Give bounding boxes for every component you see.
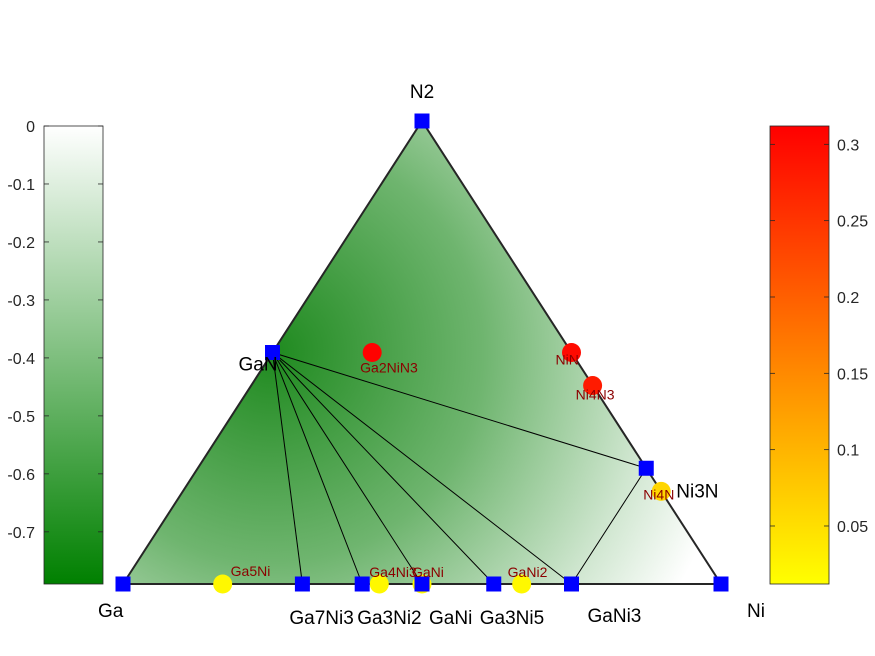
unstable-phase-marker-ga4ni3	[369, 574, 389, 594]
stable-phase-label-ni3n: Ni3N	[676, 481, 718, 502]
stable-phase-label-gani3: GaNi3	[588, 606, 642, 627]
formation-energy-colorbar: 0 -0.1 -0.2 -0.3 -0.4 -0.5 -0.6 -0.7	[7, 119, 104, 585]
left-colorbar-tick-label: -0.2	[7, 235, 35, 252]
stable-phase-label-ga: Ga	[98, 601, 124, 622]
tie-line-ni3n-gani3	[571, 467, 647, 585]
tie-line-gan-gani	[272, 352, 423, 585]
stable-phase-label-n2: N2	[410, 82, 434, 103]
stable-phase-marker-ga7ni3	[294, 576, 310, 592]
unstable-phase-marker-gani2	[512, 574, 532, 594]
unstable-phase-label-nin: NiN	[556, 352, 579, 368]
tie-lines	[272, 352, 647, 585]
tie-line-gan-ga7ni3	[272, 352, 303, 585]
unstable-phase-label-ni4n3: Ni4N3	[576, 387, 615, 403]
energy-above-hull-colorbar-ticks: 0.05 0.1 0.15 0.2 0.25 0.3	[770, 137, 868, 536]
convex-hull-shading	[123, 121, 721, 584]
left-colorbar-tick-label: -0.5	[7, 409, 35, 426]
unstable-phase-label-ni4n: Ni4N	[643, 486, 674, 502]
unstable-phase-label-gani: GaNi	[412, 564, 444, 580]
stable-phase-label-gan: GaN	[239, 355, 278, 376]
unstable-phase-label-ga4ni3: Ga4Ni3	[369, 564, 417, 580]
tie-line-gan-ni3n	[272, 352, 647, 469]
left-colorbar-tick-label: -0.3	[7, 293, 35, 310]
unstable-phase-marker-ni4n3	[583, 376, 603, 396]
stable-phase-marker-gani	[414, 576, 430, 592]
unstable-phase-label-ga2nin3: Ga2NiN3	[360, 360, 418, 376]
stable-phase-marker-ga	[115, 576, 131, 592]
right-colorbar-tick-label: 0.2	[837, 290, 859, 307]
tie-line-gan-ga3ni2	[272, 352, 363, 585]
unstable-phase-marker-ga2nin3	[362, 343, 382, 362]
stable-phase-label-ni: Ni	[747, 601, 765, 622]
unstable-phase-marker-nin	[562, 343, 581, 362]
right-colorbar-tick-label: 0.15	[837, 366, 868, 383]
stable-phase-label-ga7ni3: Ga7Ni3	[289, 608, 353, 629]
unstable-phase-label-ga5ni: Ga5Ni	[231, 563, 271, 579]
stable-phase-marker-ga3ni2	[354, 576, 370, 592]
right-colorbar-tick-label: 0.3	[837, 137, 859, 154]
formation-energy-colorbar-ticks: 0 -0.1 -0.2 -0.3 -0.4 -0.5 -0.6 -0.7	[7, 119, 103, 542]
stable-phase-label-gani: GaNi	[429, 608, 472, 629]
left-colorbar-tick-label: -0.4	[7, 351, 35, 368]
left-colorbar-tick-label: -0.6	[7, 467, 35, 484]
unstable-phase-label-gani2: GaNi2	[508, 564, 548, 580]
right-colorbar-tick-label: 0.05	[837, 519, 868, 536]
tie-line-gan-ga3ni5	[272, 352, 495, 585]
stable-phases	[115, 113, 729, 592]
unstable-phase-marker-ni4n	[651, 481, 671, 501]
stable-phase-marker-ni3n	[638, 460, 654, 476]
stable-phase-marker-ga3ni5	[486, 576, 502, 592]
left-colorbar-tick-label: -0.1	[7, 177, 35, 194]
stable-phase-marker-n2	[414, 113, 430, 129]
unstable-phase-marker-ga5ni	[213, 574, 233, 594]
right-colorbar-tick-label: 0.25	[837, 214, 868, 231]
stable-phase-marker-gani3	[564, 576, 579, 592]
stable-phase-marker-gan	[265, 345, 280, 360]
left-colorbar-tick-label: 0	[26, 119, 35, 136]
right-colorbar-tick-label: 0.1	[837, 443, 859, 460]
energy-above-hull-colorbar-fill	[769, 125, 830, 585]
tie-line-gan-gani3	[272, 352, 572, 585]
formation-energy-colorbar-fill	[43, 125, 104, 585]
energy-above-hull-colorbar: 0.05 0.1 0.15 0.2 0.25 0.3	[769, 125, 868, 585]
stable-phase-label-ga3ni2: Ga3Ni2	[357, 608, 421, 629]
left-colorbar-tick-label: -0.7	[7, 525, 35, 542]
stable-phase-label-ga3ni5: Ga3Ni5	[480, 608, 544, 629]
stable-phase-marker-ni	[713, 576, 729, 592]
